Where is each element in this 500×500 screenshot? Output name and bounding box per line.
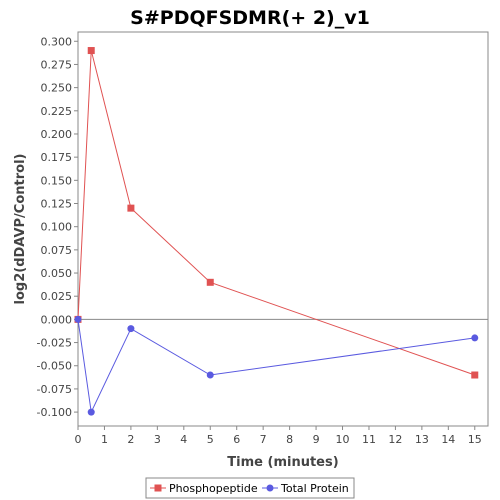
x-axis-ticks: 0 1 2 3 4 5 6 7 8 9 10 11 12 13 14 15 — [75, 426, 482, 446]
legend: Phosphopeptide Total Protein — [145, 477, 355, 499]
series-layer — [74, 47, 479, 416]
total-protein-point — [74, 315, 82, 323]
legend-total-protein-marker — [266, 484, 274, 492]
x-tick-label: 11 — [362, 433, 376, 446]
x-tick-label: 0 — [75, 433, 82, 446]
y-tick-label: 0.200 — [41, 128, 73, 141]
x-tick-label: 5 — [207, 433, 214, 446]
total-protein-point — [471, 334, 479, 342]
total-protein-point — [127, 325, 135, 333]
y-tick-label: 0.125 — [41, 198, 73, 211]
x-tick-label: 9 — [313, 433, 320, 446]
y-tick-label: 0.075 — [41, 244, 73, 257]
x-axis-label: Time (minutes) — [227, 455, 338, 470]
x-tick-label: 13 — [415, 433, 429, 446]
y-tick-label: -0.075 — [37, 383, 72, 396]
y-tick-label: 0.000 — [41, 313, 73, 326]
y-tick-label: 0.250 — [41, 82, 73, 95]
legend-phosphopeptide-label: Phosphopeptide — [169, 482, 258, 495]
y-tick-label: -0.050 — [37, 360, 72, 373]
y-tick-label: 0.025 — [41, 290, 73, 303]
x-tick-label: 8 — [286, 433, 293, 446]
y-axis-label: log2(dDAVP/Control) — [13, 154, 28, 305]
y-tick-label: 0.150 — [41, 174, 73, 187]
x-tick-label: 12 — [388, 433, 402, 446]
phosphopeptide-point — [206, 278, 214, 286]
y-tick-label: 0.050 — [41, 267, 73, 280]
phosphopeptide-point — [471, 371, 479, 379]
total-protein-point — [206, 371, 214, 379]
chart-title: S#PDQFSDMR(+ 2)_v1 — [130, 7, 370, 29]
x-tick-label: 4 — [180, 433, 187, 446]
legend-phosphopeptide-marker — [154, 484, 162, 492]
y-tick-label: -0.100 — [37, 406, 72, 419]
y-tick-label: 0.225 — [41, 105, 73, 118]
phosphopeptide-point — [127, 204, 135, 212]
x-tick-label: 6 — [233, 433, 240, 446]
phosphopeptide-point — [87, 47, 95, 55]
x-tick-label: 15 — [468, 433, 482, 446]
x-tick-label: 7 — [260, 433, 267, 446]
y-axis-ticks: 0.300 0.275 0.250 0.225 0.200 0.175 0.150 0.125… — [37, 35, 78, 419]
y-tick-label: 0.175 — [41, 151, 73, 164]
y-tick-label: 0.100 — [41, 221, 73, 234]
legend-total-protein-label: Total Protein — [280, 482, 349, 495]
y-tick-label: 0.300 — [41, 35, 73, 48]
x-tick-label: 2 — [127, 433, 134, 446]
x-tick-label: 1 — [101, 433, 108, 446]
plot-area — [77, 31, 489, 427]
x-tick-label: 3 — [154, 433, 161, 446]
y-tick-label: -0.025 — [37, 337, 72, 350]
x-tick-label: 10 — [336, 433, 350, 446]
total-protein-point — [87, 408, 95, 416]
x-tick-label: 14 — [441, 433, 455, 446]
y-tick-label: 0.275 — [41, 58, 73, 71]
legend-box — [145, 477, 355, 499]
